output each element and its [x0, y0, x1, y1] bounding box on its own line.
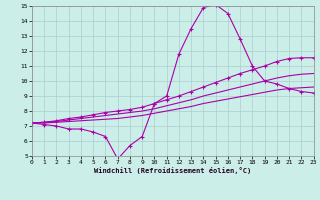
- X-axis label: Windchill (Refroidissement éolien,°C): Windchill (Refroidissement éolien,°C): [94, 167, 252, 174]
